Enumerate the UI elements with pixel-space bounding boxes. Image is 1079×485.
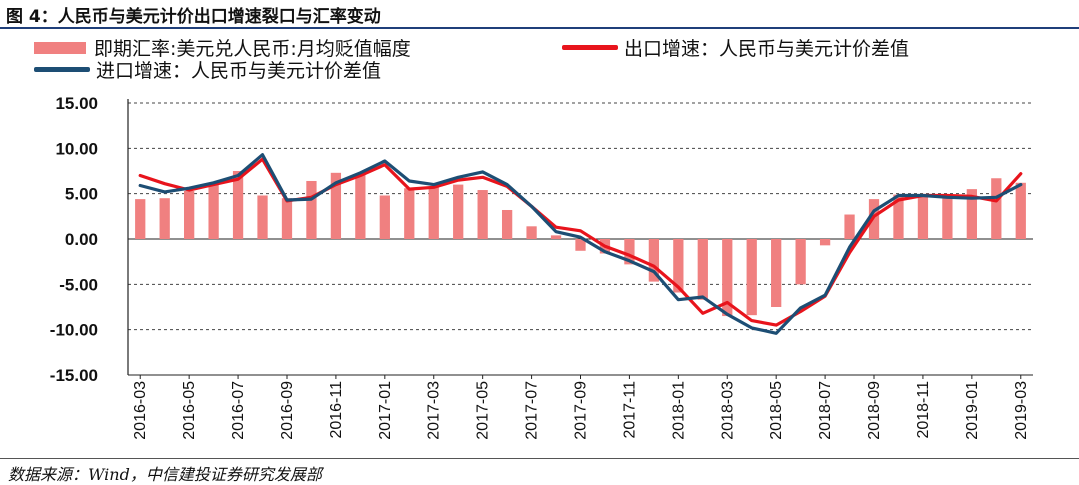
- title-rule: [0, 27, 1079, 29]
- bar: [991, 178, 1002, 239]
- x-tick-label: 2016-11: [328, 381, 345, 439]
- bar: [697, 239, 708, 300]
- legend-label-import: 进口增速：人民币与美元计价差值: [96, 60, 382, 82]
- bar: [819, 239, 831, 246]
- x-tick-label: 2017-01: [377, 381, 394, 440]
- x-tick-label: 2018-07: [817, 381, 834, 440]
- y-tick-label: 15.00: [55, 94, 98, 113]
- x-tick-label: 2018-01: [670, 381, 687, 440]
- bar: [942, 195, 953, 239]
- x-tick-label: 2016-07: [230, 381, 247, 440]
- x-tick-label: 2016-05: [181, 381, 198, 440]
- bar: [453, 184, 464, 239]
- y-tick-label: 10.00: [55, 139, 98, 158]
- source-rule: [0, 458, 1079, 459]
- bar: [379, 195, 390, 239]
- y-tick-label: 5.00: [65, 185, 98, 204]
- bar: [404, 188, 415, 239]
- bar: [306, 180, 317, 239]
- bar: [135, 199, 146, 239]
- bar: [893, 194, 904, 239]
- x-tick-label: 2018-05: [768, 381, 785, 440]
- bar: [673, 239, 684, 293]
- legend-item-import: 进口增速：人民币与美元计价差值: [34, 56, 381, 83]
- x-tick-label: 2019-03: [1013, 381, 1030, 440]
- source-note: 数据来源：Wind，中信建投证券研究发展部: [8, 465, 322, 484]
- bar: [355, 174, 366, 239]
- bar: [281, 198, 293, 239]
- bar: [550, 235, 562, 239]
- x-tick-label: 2017-05: [475, 381, 492, 440]
- x-tick-label: 2017-07: [524, 381, 541, 440]
- x-tick-label: 2018-11: [915, 381, 932, 439]
- legend-label-export: 出口增速：人民币与美元计价差值: [624, 38, 910, 60]
- x-tick-label: 2017-03: [426, 381, 443, 440]
- x-tick-label: 2017-09: [573, 381, 590, 440]
- bar: [477, 190, 488, 239]
- bar: [746, 239, 757, 316]
- y-tick-label: -10.00: [50, 321, 98, 340]
- legend-swatch-export: [562, 45, 618, 50]
- x-tick-label: 2016-03: [132, 381, 149, 440]
- bar: [232, 171, 244, 239]
- x-tick-label: 2016-09: [279, 381, 296, 440]
- bar: [648, 239, 660, 282]
- bar: [624, 239, 635, 265]
- bar: [917, 196, 929, 239]
- bar: [771, 239, 782, 307]
- x-tick-label: 2017-11: [621, 381, 638, 439]
- legend-item-bar: 即期汇率:美元兑人民币:月均贬值幅度: [34, 34, 411, 61]
- legend-label-bar: 即期汇率:美元兑人民币:月均贬值幅度: [94, 38, 411, 60]
- legend-swatch-bar: [34, 41, 86, 54]
- legend-item-export: 出口增速：人民币与美元计价差值: [562, 34, 909, 61]
- chart-title: 图 4：人民币与美元计价出口增速裂口与汇率变动: [6, 7, 381, 27]
- y-tick-label: -5.00: [59, 275, 98, 294]
- import-line: [138, 153, 1023, 335]
- chart-plot: 15.00 10.00 5.00 0.00 -5.00 -10.00 -15.00 2016-…: [50, 94, 1033, 440]
- bar: [330, 172, 342, 239]
- bar: [966, 189, 977, 239]
- y-tick-label: 0.00: [65, 230, 98, 249]
- y-tick-label: -15.00: [50, 366, 98, 385]
- x-tick-label: 2018-09: [866, 381, 883, 440]
- x-tick-label: 2019-01: [964, 381, 981, 440]
- chart-legend: 即期汇率:美元兑人民币:月均贬值幅度 出口增速：人民币与美元计价差值 进口增速：…: [0, 30, 1079, 83]
- bar: [722, 239, 733, 317]
- bar: [208, 182, 219, 239]
- bar: [428, 186, 439, 239]
- bar: [501, 209, 513, 239]
- bar: [844, 214, 855, 239]
- x-tick-label: 2018-03: [719, 381, 736, 440]
- bar: [795, 239, 806, 285]
- bar: [526, 226, 537, 239]
- bar: [257, 195, 268, 239]
- bar: [575, 239, 586, 251]
- bar: [184, 190, 195, 239]
- bar: [159, 198, 170, 239]
- bar: [1015, 182, 1026, 239]
- legend-swatch-import: [34, 67, 90, 72]
